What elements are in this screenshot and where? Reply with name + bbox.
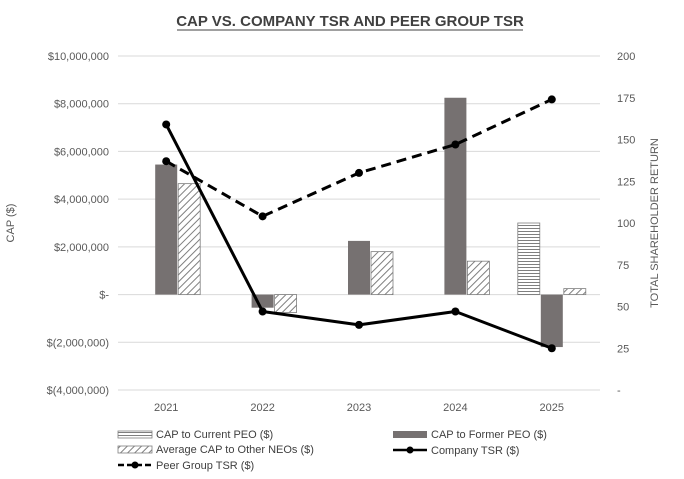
legend-label-peer-tsr: Peer Group TSR ($) [156,460,254,472]
x-tick-label: 2023 [347,402,371,414]
x-axis-ticks: 2021 2022 2023 2024 2025 [154,402,564,414]
y2-axis-title: TOTAL SHAREHOLDER RETURN [649,138,661,308]
y-tick-label: $(2,000,000) [47,337,109,349]
legend-label-current-peo: CAP to Current PEO ($) [156,429,273,441]
y-tick-label: $6,000,000 [54,146,109,158]
bar-average-cap-to-other-neos-2023 [370,251,394,295]
point-peer-group-tsr-2025 [547,95,556,104]
y-tick-label: $4,000,000 [54,194,109,206]
y-tick-label: $10,000,000 [48,51,109,63]
y-tick-label: $- [99,290,109,302]
legend-item-other-neos: Average CAP to Other NEOs ($) [117,444,314,456]
y-axis-title: CAP ($) [5,204,17,243]
bars [155,97,587,348]
legend: CAP to Current PEO ($) CAP to Former PEO… [117,429,547,472]
legend-item-company-tsr: Company TSR ($) [393,445,519,457]
bar-average-cap-to-other-neos-2021 [177,183,201,295]
y-tick-label: $8,000,000 [54,99,109,111]
legend-label-other-neos: Average CAP to Other NEOs ($) [156,444,314,456]
y-tick-label: $2,000,000 [54,242,109,254]
x-tick-label: 2024 [443,402,467,414]
y2-tick-label: 125 [617,176,635,188]
right-axis-ticks: 200 175 150 125 100 75 50 25 - [617,51,635,397]
chart-title: CAP VS. COMPANY TSR AND PEER GROUP TSR [176,13,524,30]
left-axis-ticks: $10,000,000 $8,000,000 $6,000,000 $4,000,00… [47,51,110,397]
legend-item-former-peo: CAP to Former PEO ($) [393,429,547,441]
x-tick-label: 2022 [250,402,274,414]
point-company-tsr-2023 [355,320,363,329]
y2-tick-label: 100 [617,218,635,230]
point-peer-group-tsr-2022 [258,212,267,221]
point-company-tsr-2025 [547,344,556,353]
point-company-tsr-2021 [162,120,171,129]
lines [162,95,556,353]
legend-item-peer-tsr: Peer Group TSR ($) [118,460,254,472]
bar-average-cap-to-other-neos-2025 [563,288,587,295]
bar-average-cap-to-other-neos-2022 [274,294,298,313]
y2-tick-label: - [617,385,621,397]
line-company-tsr [164,123,553,350]
y2-tick-label: 150 [617,135,635,147]
legend-label-former-peo: CAP to Former PEO ($) [431,429,547,441]
point-company-tsr-2024 [451,307,460,316]
point-peer-group-tsr-2024 [451,140,460,149]
y2-tick-label: 25 [617,343,629,355]
x-tick-label: 2025 [540,402,564,414]
y2-tick-label: 200 [617,51,635,63]
bar-cap-to-former-peo-2025 [540,294,563,348]
y-tick-label: $(4,000,000) [47,385,109,397]
legend-label-company-tsr: Company TSR ($) [431,445,519,457]
bar-cap-to-former-peo-2023 [348,240,370,295]
bar-cap-to-current-peo-2025 [517,222,541,295]
bar-average-cap-to-other-neos-2024 [466,260,490,295]
y2-tick-label: 50 [617,302,629,314]
point-company-tsr-2022 [258,307,267,316]
legend-item-current-peo: CAP to Current PEO ($) [117,429,273,441]
y2-tick-label: 175 [617,93,635,105]
point-peer-group-tsr-2021 [162,157,171,166]
bar-cap-to-former-peo-2021 [155,164,178,295]
point-peer-group-tsr-2023 [355,168,363,177]
y2-tick-label: 75 [617,260,629,272]
x-tick-label: 2021 [154,402,178,414]
bar-cap-to-former-peo-2024 [444,97,467,295]
